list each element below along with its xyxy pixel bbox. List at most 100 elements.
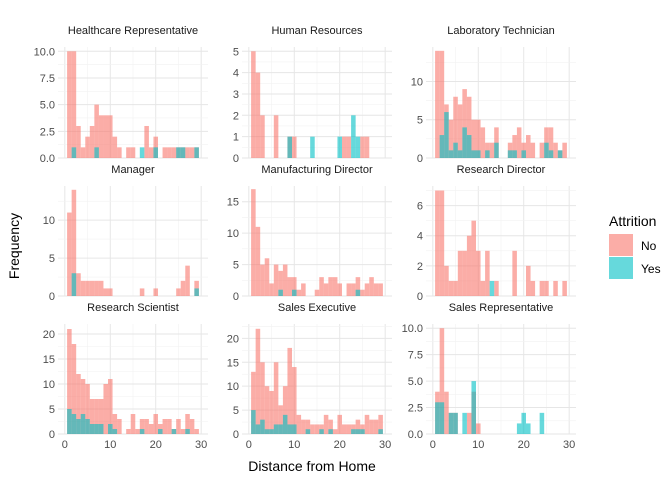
bar-yes [485, 150, 490, 158]
bar-no [466, 412, 472, 434]
bars [67, 329, 199, 434]
x-tick-label: 10 [472, 439, 484, 451]
facet-title: Research Scientist [87, 302, 179, 314]
bar-no [462, 250, 467, 296]
bar-no [94, 104, 99, 158]
bar-no [369, 277, 374, 296]
bar-no [378, 414, 383, 434]
x-tick-label: 20 [334, 439, 346, 451]
bar-no [85, 384, 90, 434]
bar-no [480, 127, 486, 158]
bar-no [282, 264, 288, 296]
bar-no [457, 104, 463, 158]
bar-no [167, 419, 172, 434]
bar-yes [269, 429, 274, 434]
bar-no [94, 399, 99, 434]
bar-no [162, 419, 168, 434]
bar-yes [355, 429, 361, 434]
bar-yes [94, 147, 99, 158]
bar-yes [273, 424, 279, 434]
y-tick-label: 2 [417, 261, 423, 273]
facet-title: Manufacturing Director [261, 164, 373, 176]
bar-no [364, 283, 370, 296]
gridlines [58, 186, 208, 297]
y-tick-label: 20 [227, 333, 239, 345]
bar-yes [251, 410, 256, 434]
bar-no [126, 429, 131, 434]
bar-no [251, 371, 256, 434]
bar-no [332, 429, 338, 434]
bar-no [273, 362, 279, 434]
bar-yes [108, 424, 113, 434]
bar-no [457, 250, 463, 296]
bar-yes [112, 429, 118, 434]
legend-label-yes: Yes [641, 262, 661, 276]
bar-yes [494, 142, 499, 158]
bar-no [180, 280, 186, 296]
bar-no [296, 289, 302, 296]
bar-no [67, 329, 72, 434]
y-tick-label: 5 [233, 260, 239, 272]
bar-no [71, 344, 77, 434]
bar-no [539, 142, 545, 158]
bar-no [67, 51, 72, 159]
bar-yes [516, 423, 522, 434]
bar-no [292, 136, 297, 158]
x-axis-title: Distance from Home [248, 458, 376, 474]
bar-yes [76, 419, 81, 434]
bar-no [476, 423, 481, 434]
bar-no [278, 405, 283, 434]
bar-no [544, 280, 549, 296]
bar-no [94, 280, 99, 296]
bar-no [89, 125, 95, 158]
bar-no [260, 264, 265, 296]
bar-no [278, 270, 283, 296]
y-tick-label: 0 [417, 291, 423, 303]
bar-yes [292, 424, 297, 434]
y-tick-label: 0 [417, 153, 423, 165]
bar-yes [67, 409, 72, 434]
bar-yes [444, 112, 449, 158]
bar-no [98, 280, 104, 296]
bar-no [448, 119, 454, 158]
x-tick-label: 0 [246, 439, 252, 451]
bar-yes [89, 424, 95, 434]
y-tick-label: 10.0 [34, 46, 55, 58]
bar-no [439, 190, 445, 296]
bar-yes [80, 414, 86, 434]
bar-yes [462, 127, 467, 158]
bar-yes [439, 402, 445, 434]
bar-yes [328, 429, 333, 434]
y-tick-label: 7.5 [408, 350, 423, 362]
bar-yes [476, 150, 481, 158]
y-tick-label: 0 [233, 291, 239, 303]
bar-no [512, 250, 517, 296]
bar-yes [310, 136, 315, 158]
bar-yes [521, 412, 526, 434]
y-tick-label: 15 [227, 197, 239, 209]
bar-no [314, 289, 320, 296]
bar-yes [453, 142, 458, 158]
bar-no [167, 147, 172, 158]
bar-no [251, 51, 256, 159]
bar-no [476, 119, 481, 158]
bar-no [439, 50, 445, 158]
x-tick-label: 30 [195, 439, 207, 451]
bar-yes [355, 289, 361, 296]
bar-no [117, 419, 122, 434]
bar-yes [526, 423, 531, 434]
bar-yes [139, 429, 145, 434]
bar-no [80, 147, 86, 158]
bar-yes [194, 288, 199, 296]
x-tick-label: 0 [62, 439, 68, 451]
bar-yes [71, 147, 77, 158]
x-tick-label: 0 [430, 439, 436, 451]
bar-no [337, 283, 342, 296]
bar-yes [194, 147, 199, 158]
bar-no [373, 419, 379, 434]
bar-no [373, 283, 379, 296]
bar-yes [171, 429, 177, 434]
y-tick-label: 0 [233, 153, 239, 165]
facet-healthcare-representative: Healthcare Representative 0.0 2.5 5.0 7.5 10.… [34, 25, 208, 165]
